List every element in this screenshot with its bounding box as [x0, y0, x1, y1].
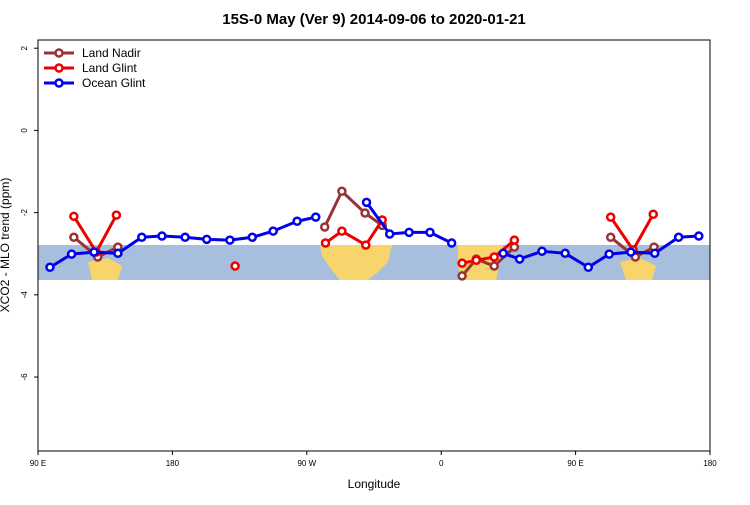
data-point — [604, 249, 614, 259]
legend-label: Land Nadir — [82, 46, 141, 60]
chart-title: 15S-0 May (Ver 9) 2014-09-06 to 2020-01-… — [222, 11, 526, 28]
data-point — [111, 210, 122, 220]
data-point — [230, 261, 240, 271]
data-point — [89, 247, 99, 257]
y-axis-label: XCO2 - MLO trend (ppm) — [0, 178, 12, 313]
data-point — [673, 232, 684, 243]
legend-label: Ocean Glint — [82, 76, 146, 90]
legend-marker — [54, 78, 64, 88]
data-point — [69, 232, 79, 243]
y-tick-label: 0 — [20, 128, 29, 133]
data-point — [605, 232, 616, 243]
x-axis-label: Longitude — [348, 477, 401, 491]
data-point — [425, 227, 435, 238]
data-point — [560, 248, 570, 259]
data-point — [360, 208, 370, 218]
data-point — [457, 271, 467, 281]
data-point — [113, 248, 123, 259]
data-point — [489, 261, 499, 271]
legend-label: Land Glint — [82, 61, 137, 75]
data-point — [247, 232, 258, 243]
x-tick-label: 180 — [703, 459, 717, 468]
data-point — [225, 235, 235, 245]
data-point — [337, 226, 347, 236]
data-point — [694, 231, 704, 241]
y-tick-label: 2 — [20, 45, 29, 50]
x-tick-label: 90 E — [567, 459, 583, 468]
data-point — [311, 212, 321, 222]
legend-marker — [54, 48, 64, 58]
data-point — [404, 227, 414, 238]
land-australia — [620, 258, 656, 280]
data-point — [137, 232, 147, 243]
y-tick-label: -2 — [20, 209, 29, 217]
data-point — [509, 235, 520, 245]
data-point — [337, 186, 347, 196]
data-point — [292, 216, 302, 227]
data-point — [605, 212, 616, 222]
land-africa — [320, 245, 392, 280]
data-point — [514, 254, 525, 264]
x-tick-label: 90 W — [297, 459, 316, 468]
x-tick-label: 0 — [439, 459, 444, 468]
data-point — [157, 231, 167, 241]
data-point — [384, 229, 395, 239]
data-point — [626, 247, 636, 257]
data-point — [648, 209, 659, 220]
data-point — [457, 258, 467, 268]
y-tick-label: -4 — [20, 291, 29, 299]
data-point — [66, 249, 77, 259]
y-tick-label: -6 — [20, 373, 29, 381]
data-point — [320, 238, 331, 248]
data-point — [201, 234, 212, 245]
data-point — [649, 248, 660, 259]
data-point — [268, 226, 278, 236]
data-point — [45, 262, 55, 273]
data-point — [446, 238, 457, 248]
data-point — [583, 262, 594, 273]
data-point — [489, 252, 499, 262]
data-point — [69, 211, 79, 222]
data-point — [180, 232, 190, 243]
legend-marker — [54, 63, 64, 73]
data-point — [361, 197, 372, 208]
data-point — [537, 246, 547, 257]
data-point — [471, 255, 482, 266]
land-australia — [88, 258, 122, 280]
plot-frame — [37, 39, 711, 452]
x-tick-label: 90 E — [30, 459, 46, 468]
data-point — [498, 248, 508, 259]
x-tick-label: 180 — [166, 459, 180, 468]
data-point — [361, 240, 371, 250]
data-point — [319, 222, 330, 232]
